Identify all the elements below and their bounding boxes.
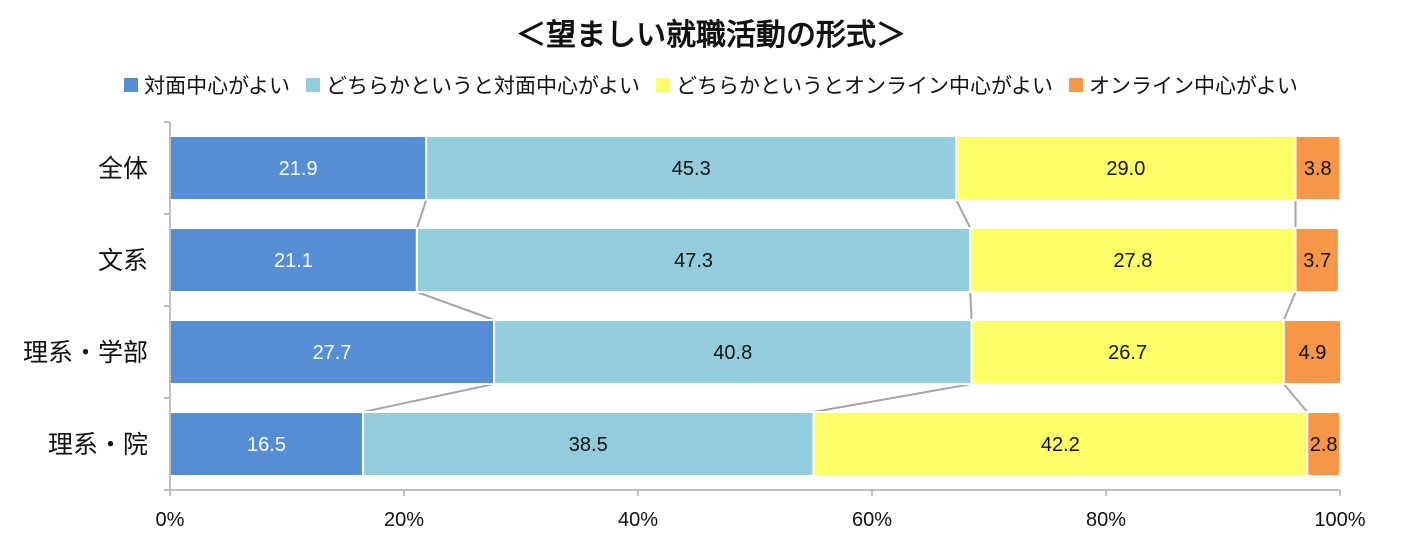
legend-item-2: どちらかというとオンライン中心がよい xyxy=(656,70,1053,100)
series-line xyxy=(813,383,972,413)
x-tick-label: 60% xyxy=(852,509,892,531)
legend-item-3: オンライン中心がよい xyxy=(1068,70,1298,100)
bar-segment xyxy=(493,319,973,385)
bar-segment xyxy=(1294,135,1342,201)
legend-swatch xyxy=(1068,78,1083,92)
legend-label: 対面中心がよい xyxy=(144,74,291,98)
x-tick-label: 80% xyxy=(1086,509,1126,531)
x-tick-label: 100% xyxy=(1314,509,1365,531)
data-label: 27.7 xyxy=(313,342,352,364)
legend-label: どちらかというと対面中心がよい xyxy=(326,74,640,98)
x-tick-label: 20% xyxy=(384,509,424,531)
series-line xyxy=(955,199,972,229)
series-line xyxy=(362,383,495,413)
legend: 対面中心がよい どちらかというと対面中心がよい どちらかというとオンライン中心がよい… xyxy=(0,70,1422,100)
data-label: 42.2 xyxy=(1041,434,1080,456)
data-label: 29.0 xyxy=(1106,158,1145,180)
x-tick-label: 0% xyxy=(156,509,185,531)
data-label: 40.8 xyxy=(713,342,752,364)
data-label: 27.8 xyxy=(1113,250,1152,272)
bar-segment xyxy=(1306,411,1341,477)
legend-item-1: どちらかというと対面中心がよい xyxy=(306,70,640,100)
data-label: 47.3 xyxy=(674,250,713,272)
category-label: 理系・学部 xyxy=(23,338,148,367)
x-tick-label: 40% xyxy=(618,509,658,531)
series-line xyxy=(1282,291,1297,321)
data-label: 26.7 xyxy=(1108,342,1147,364)
data-label: 4.9 xyxy=(1299,342,1327,364)
chart-title: ＜望ましい就職活動の形式＞ xyxy=(516,18,906,53)
bar-segment xyxy=(169,319,496,385)
bar-segment xyxy=(362,411,815,477)
data-label: 21.9 xyxy=(279,158,318,180)
data-label: 2.8 xyxy=(1310,434,1338,456)
data-label: 45.3 xyxy=(672,158,711,180)
series-line xyxy=(416,291,495,321)
data-label: 3.7 xyxy=(1303,250,1331,272)
legend-swatch xyxy=(656,78,670,92)
category-label: 文系 xyxy=(98,246,148,275)
data-label: 21.1 xyxy=(274,250,313,272)
data-label: 38.5 xyxy=(569,434,608,456)
data-label: 16.5 xyxy=(247,434,286,456)
bar-segment xyxy=(970,319,1285,385)
bar-segment xyxy=(812,411,1309,477)
bar-segment xyxy=(1282,319,1343,385)
bar-segment xyxy=(169,227,418,293)
category-label: 理系・院 xyxy=(48,430,148,459)
bar-segment xyxy=(169,411,365,477)
series-line xyxy=(1283,383,1309,413)
series-line xyxy=(969,291,973,321)
bar-segment xyxy=(415,227,972,293)
data-label: 3.8 xyxy=(1304,158,1332,180)
bar-segment xyxy=(169,135,428,201)
legend-item-0: 対面中心がよい xyxy=(124,70,290,100)
legend-label: どちらかというとオンライン中心がよい xyxy=(676,74,1053,98)
legend-label: オンライン中心がよい xyxy=(1088,74,1298,98)
legend-swatch xyxy=(306,78,321,92)
bar-segment xyxy=(1294,227,1340,293)
category-label: 全体 xyxy=(98,154,148,183)
legend-swatch xyxy=(124,78,139,92)
series-line xyxy=(415,199,428,229)
